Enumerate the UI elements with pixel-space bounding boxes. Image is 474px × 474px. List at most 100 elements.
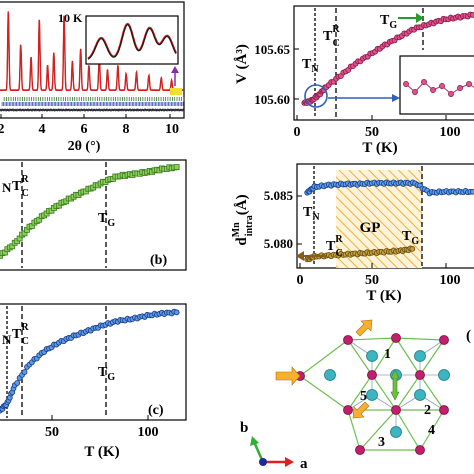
mn-mn-bond [347, 409, 361, 451]
x-tick-4: 4 [39, 122, 46, 137]
blue-data-point [14, 380, 21, 386]
x-axis-title: T (K) [362, 140, 397, 156]
axis-b-head [250, 436, 259, 446]
arrow-bottom [352, 401, 370, 419]
tg-marker-label: TG [98, 211, 115, 229]
tc-marker-label: TR C [12, 322, 29, 347]
panel-structure: ( 1 2 3 4 5 b a [240, 319, 471, 472]
inset-data-point [412, 89, 418, 95]
axis-origin [259, 458, 267, 466]
tg-marker-label: TG [380, 13, 397, 31]
manganese-atom [415, 370, 425, 380]
d-intra-upper-point [469, 188, 474, 195]
panel-b-frame [0, 159, 187, 271]
inset-data-point [430, 87, 436, 93]
volume-data-point [469, 12, 474, 18]
mn-mn-bond [395, 409, 421, 451]
site-label-3: 3 [378, 435, 385, 450]
moment-arrows [275, 319, 400, 419]
oxygen-atom [324, 369, 336, 381]
tn-marker-label: N [2, 332, 12, 347]
diffraction-fit-curve [0, 11, 184, 91]
site-label-1: 1 [384, 347, 391, 362]
inset-data-point [457, 85, 463, 91]
y-axis-title: V (Å³) [234, 44, 250, 84]
oxygen-atom [390, 426, 402, 438]
mn-mn-bond [419, 339, 445, 376]
site-label-5: 5 [360, 389, 367, 404]
oxygen-atom [438, 369, 450, 381]
panel-b: N TR C TG (b) [0, 159, 187, 271]
tn-marker-label: TN [302, 57, 319, 75]
site-label-4: 4 [428, 423, 435, 438]
manganese-atom [439, 335, 449, 345]
manganese-atom [391, 405, 401, 415]
tg-marker-label: TG [402, 229, 419, 247]
highlight-region [170, 88, 182, 95]
panel-label-partial: ( [466, 328, 471, 344]
manganese-atom [391, 333, 401, 343]
x-tick-0: 0 [294, 125, 301, 140]
lattice-axes: b a [240, 420, 308, 472]
y-axis-title: dMn intra(Å) [231, 194, 255, 245]
manganese-atom [343, 335, 353, 345]
inset-data-point [439, 83, 445, 89]
panel-v-data [301, 11, 474, 106]
mn-mn-bond [419, 374, 445, 411]
inset-data-point [421, 79, 427, 85]
panel-v-frame [293, 5, 474, 121]
arrow-green [390, 369, 400, 401]
inset-data-point [403, 81, 409, 87]
arrow-left [275, 366, 301, 386]
axis-a-label: a [300, 456, 308, 472]
tc-marker-label: TR C [323, 24, 340, 49]
mn-mn-bond [371, 337, 397, 376]
axis-b-label: b [240, 420, 248, 436]
manganese-atom [439, 405, 449, 415]
panel-c-x-axis: 50 100 T (K) [45, 415, 159, 460]
axis-a-head [285, 457, 294, 467]
tc-marker-label: TR C [326, 234, 343, 259]
blue-data-point [21, 369, 28, 375]
x-tick-100: 100 [440, 125, 461, 140]
difference-curve [0, 107, 185, 113]
x-axis-title: T (K) [366, 288, 401, 304]
green-data-point [173, 164, 180, 170]
panel-d: dMn intra(Å) 5.085 5.080 GP TN TR C TG 0 5… [231, 163, 474, 304]
x-tick-6: 6 [81, 122, 88, 137]
mn-mn-bond [395, 337, 421, 376]
mn-mn-bond [395, 337, 445, 341]
oxygen-atom [414, 350, 426, 362]
tg-arrow-head [416, 13, 424, 23]
mn-mn-bond [347, 337, 397, 341]
manganese-atom [355, 445, 365, 455]
manganese-atom [343, 405, 353, 415]
mn-mn-bond [359, 409, 397, 451]
panel-c-label: (c) [148, 403, 164, 418]
x-tick-50: 50 [365, 273, 379, 288]
inset-data-point [466, 81, 472, 87]
x-tick-2: 2 [0, 122, 5, 137]
panel-c: N TR C TG (c) 50 100 T (K) [0, 303, 187, 460]
panel-c-frame [0, 303, 187, 421]
x-tick-0: 0 [297, 273, 304, 288]
manganese-atom [367, 370, 377, 380]
bragg-ticks-phase-2 [1, 102, 184, 106]
mn-mn-bond [347, 339, 373, 376]
panel-a-frame [0, 1, 185, 119]
site-label-2: 2 [424, 403, 431, 418]
volume-inset-data [403, 79, 474, 97]
x-tick-100: 100 [138, 425, 159, 440]
tn-marker-label: TN [303, 205, 320, 223]
mn-mn-bond [347, 374, 373, 411]
tg-marker-label: TG [98, 365, 115, 383]
panel-a-diffraction: 10 K 2 4 6 8 10 2θ (°) [0, 1, 185, 154]
temperature-label: 10 K [58, 11, 83, 25]
oxygen-atom [366, 350, 378, 362]
oxygen-atom [366, 389, 378, 401]
y-tick-105-65: 105.65 [254, 42, 290, 57]
x-tick-50: 50 [45, 425, 59, 440]
gp-region-label: GP [360, 220, 381, 236]
panel-v-x-axis: 0 50 100 T (K) [294, 115, 461, 156]
